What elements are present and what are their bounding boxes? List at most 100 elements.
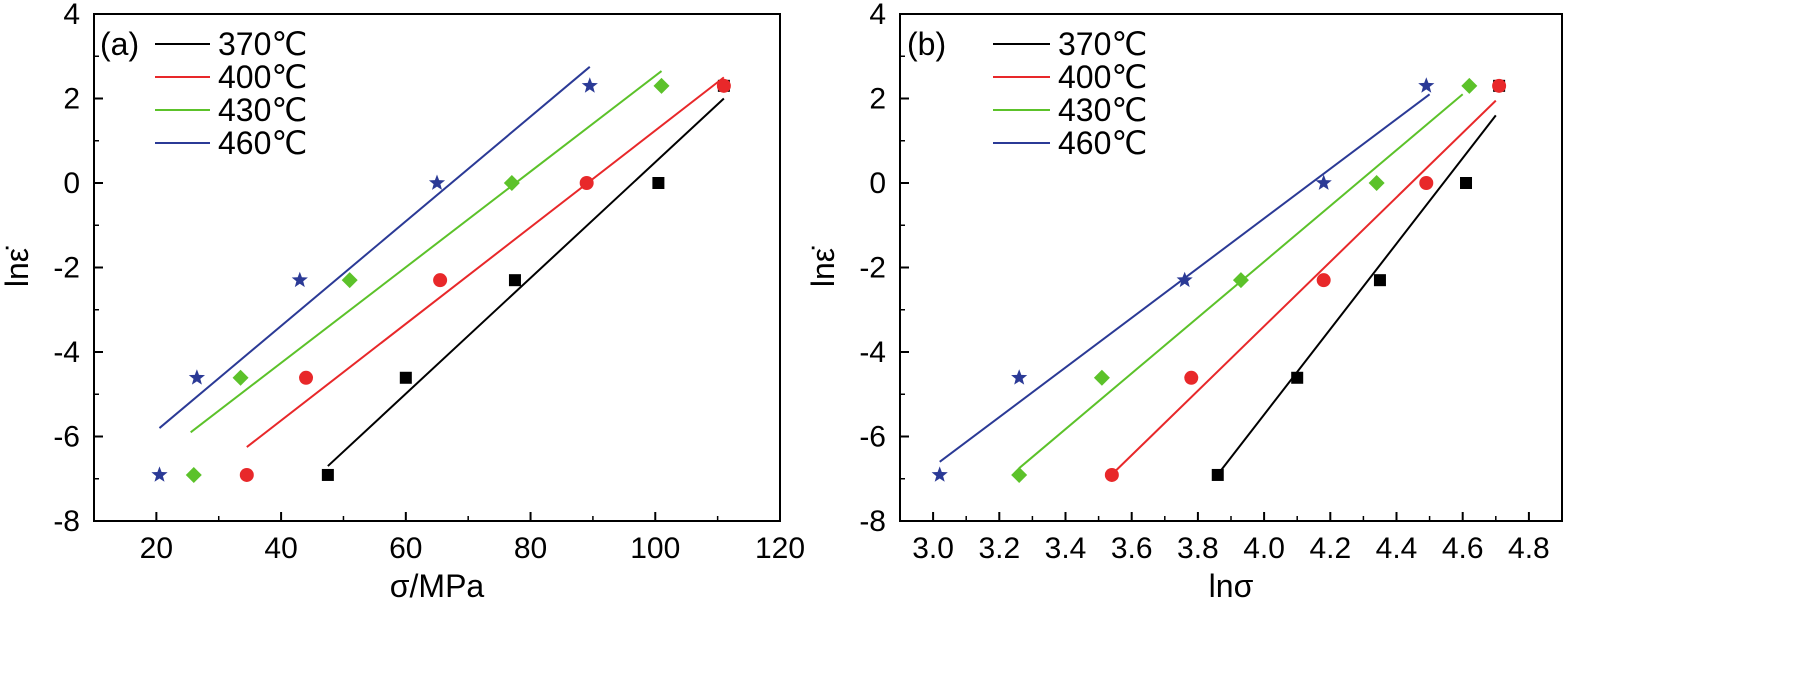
- panel-label: (b): [907, 26, 946, 62]
- data-point-460: [581, 77, 598, 93]
- y-tick-label: -6: [859, 421, 886, 454]
- data-point-460: [151, 466, 168, 482]
- y-axis-title: lnε̇: [0, 246, 35, 287]
- data-point-370: [508, 274, 521, 287]
- y-tick-label: 2: [63, 83, 80, 116]
- x-tick-label: 60: [389, 532, 422, 565]
- y-tick-label: -2: [859, 252, 886, 285]
- data-point-400: [1316, 273, 1331, 288]
- panel-label: (a): [100, 26, 139, 62]
- panel-b: 3.0 3.2 3.4 3.6 3.8 4.0 4.2 4.4 4.6 4.8 -8 -6 -4 -2 0 2…: [805, 0, 1563, 604]
- data-point-460: [1315, 174, 1332, 190]
- fit-line-370: [1216, 114, 1497, 476]
- x-tick-label: 3.2: [978, 532, 1020, 565]
- x-axis-title: lnσ: [1209, 568, 1254, 604]
- legend-label-370: 370℃: [1058, 26, 1147, 62]
- data-point-430: [1093, 369, 1110, 386]
- x-tick-label: 120: [755, 532, 805, 565]
- series-370: [1211, 79, 1506, 481]
- data-point-370: [1211, 468, 1224, 481]
- data-point-400: [1492, 78, 1507, 93]
- data-point-430: [341, 272, 358, 289]
- data-point-430: [185, 466, 202, 483]
- fit-line-400: [246, 76, 725, 448]
- data-point-400: [433, 273, 448, 288]
- x-tick-label: 40: [264, 532, 297, 565]
- data-point-400: [1419, 176, 1434, 190]
- x-tick-label: 3.4: [1045, 532, 1087, 565]
- fit-line-460: [158, 66, 591, 429]
- data-point-430: [232, 369, 249, 386]
- data-point-400: [1184, 370, 1199, 385]
- y-tick-label: 4: [63, 0, 80, 31]
- legend-label-460: 460℃: [1058, 125, 1147, 161]
- y-tick-label: -6: [53, 421, 80, 454]
- y-tick-label: -4: [53, 336, 80, 369]
- y-axis-title: lnε̇: [805, 246, 841, 287]
- y-tick-label: -8: [53, 505, 80, 538]
- series-430: [185, 70, 670, 483]
- data-point-370: [1460, 177, 1473, 189]
- data-point-430: [653, 77, 670, 94]
- series-460: [151, 66, 598, 482]
- x-tick-label: 4.2: [1309, 532, 1351, 565]
- y-tick-label: 4: [869, 0, 886, 31]
- fit-line-400: [1111, 99, 1497, 476]
- y-tick-label: -4: [859, 336, 886, 369]
- data-point-460: [1176, 271, 1193, 288]
- x-tick-label: 80: [514, 532, 547, 565]
- data-point-460: [1418, 77, 1435, 93]
- legend-label-400: 400℃: [1058, 59, 1147, 95]
- y-tick-label: 0: [63, 167, 80, 200]
- data-point-460: [188, 369, 205, 385]
- panel-a: 20 40 60 80 100 120 -8 -6 -4 -2 0 2 4 σ/MPa lnε̇ (a) 370…: [0, 0, 805, 604]
- x-tick-label: 3.0: [912, 532, 954, 565]
- y-tick-label: 0: [869, 167, 886, 200]
- fit-line-370: [327, 97, 725, 467]
- data-point-400: [239, 467, 254, 482]
- data-point-460: [428, 174, 446, 190]
- data-point-400: [579, 176, 594, 190]
- data-point-370: [652, 177, 665, 189]
- data-point-430: [1368, 175, 1385, 191]
- legend-label-430: 430℃: [218, 92, 307, 128]
- series-370: [321, 79, 730, 481]
- data-point-370: [321, 468, 334, 481]
- series-430: [1011, 77, 1478, 483]
- plot-frame: [93, 13, 781, 522]
- series-460: [931, 77, 1435, 482]
- data-point-400: [1104, 467, 1119, 482]
- series-400: [1104, 78, 1507, 482]
- x-tick-label: 4.8: [1508, 532, 1550, 565]
- y-tick-label: 2: [869, 83, 886, 116]
- legend-label-430: 430℃: [1058, 92, 1147, 128]
- data-point-370: [399, 371, 412, 384]
- x-tick-label: 3.8: [1177, 532, 1219, 565]
- data-point-370: [1373, 274, 1386, 287]
- x-tick-label: 4.0: [1243, 532, 1285, 565]
- x-tick-label: 100: [630, 532, 680, 565]
- x-axis-title: σ/MPa: [390, 568, 485, 604]
- x-tick-label: 3.6: [1111, 532, 1153, 565]
- data-point-460: [931, 466, 948, 482]
- data-point-460: [1011, 369, 1028, 385]
- fit-line-430: [190, 70, 663, 434]
- data-point-400: [716, 78, 731, 93]
- data-point-430: [1011, 466, 1028, 483]
- data-point-430: [503, 175, 520, 191]
- y-tick-label: -8: [859, 505, 886, 538]
- legend-label-370: 370℃: [218, 26, 307, 62]
- data-point-370: [1291, 371, 1304, 384]
- x-tick-label: 4.6: [1442, 532, 1484, 565]
- data-point-430: [1461, 77, 1478, 94]
- data-point-400: [299, 370, 314, 385]
- data-point-430: [1232, 272, 1249, 289]
- series-400: [239, 76, 731, 482]
- y-tick-label: -2: [53, 252, 80, 285]
- legend-label-460: 460℃: [218, 125, 307, 161]
- x-tick-label: 4.4: [1376, 532, 1418, 565]
- plot-frame: [899, 13, 1563, 522]
- legend-label-400: 400℃: [218, 59, 307, 95]
- x-tick-label: 20: [140, 532, 173, 565]
